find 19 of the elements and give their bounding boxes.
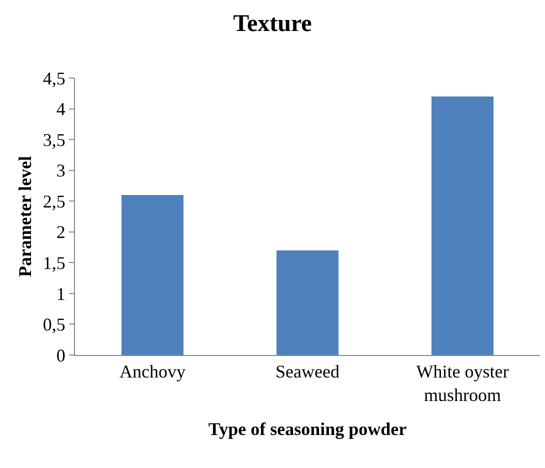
x-tick-label: Seaweed — [276, 362, 340, 382]
y-tick-label: 4,5 — [42, 68, 66, 88]
x-axis-title: Type of seasoning powder — [208, 419, 407, 440]
y-tick-label: 2 — [56, 222, 66, 242]
y-tick-label: 4 — [56, 99, 66, 120]
bar — [122, 194, 184, 355]
y-tick-label: 1,5 — [42, 252, 66, 273]
chart-title: Texture — [233, 10, 312, 37]
x-tick-label: Anchovy — [120, 362, 186, 382]
bar — [432, 96, 494, 355]
y-tick-label: 1 — [56, 284, 66, 304]
bar — [276, 250, 338, 355]
y-axis-title: Parameter level — [15, 156, 36, 278]
x-tick-label: White oyster mushroom — [416, 362, 509, 405]
y-tick-label: 3 — [56, 160, 66, 181]
y-tick-label: 3,5 — [42, 130, 66, 150]
y-tick-label: 0,5 — [42, 314, 66, 335]
y-tick-label: 2,5 — [42, 191, 66, 212]
y-tick-label: 0 — [56, 345, 66, 366]
